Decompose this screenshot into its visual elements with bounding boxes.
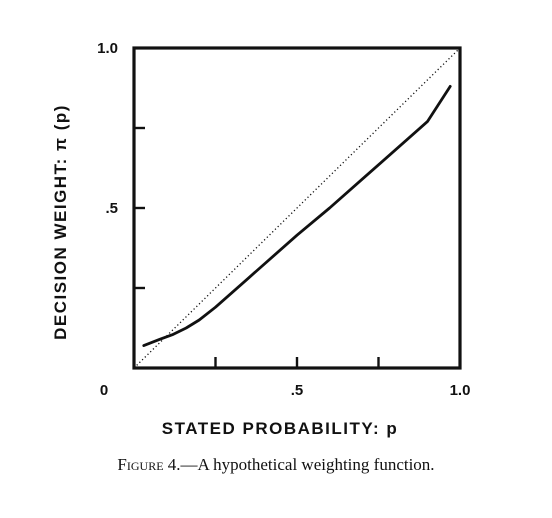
tick-marks xyxy=(134,126,380,368)
figure-caption: Figure 4.—A hypothetical weighting funct… xyxy=(0,455,552,475)
tick-labels: 0 .5 1.0 .5 1.0 xyxy=(97,40,470,399)
weighting-function-chart: 0 .5 1.0 .5 1.0 STATED PROBABILITY: p DECISI… xyxy=(51,40,470,438)
caption-text: —A hypothetical weighting function. xyxy=(180,455,435,474)
y-tick-label-1: 1.0 xyxy=(97,40,118,57)
figure-label: Figure 4. xyxy=(117,455,181,474)
x-tick-label-1: .5 xyxy=(291,382,304,399)
reference-diagonal-line xyxy=(133,47,461,369)
x-axis-title: STATED PROBABILITY: p xyxy=(162,419,398,438)
x-tick-label-0: 0 xyxy=(100,382,108,399)
y-tick-label-0: .5 xyxy=(105,200,118,217)
weighting-curve xyxy=(142,85,452,348)
x-tick-label-2: 1.0 xyxy=(450,382,471,399)
y-axis-title: DECISION WEIGHT: π (p) xyxy=(51,104,70,340)
series-group xyxy=(133,47,461,369)
